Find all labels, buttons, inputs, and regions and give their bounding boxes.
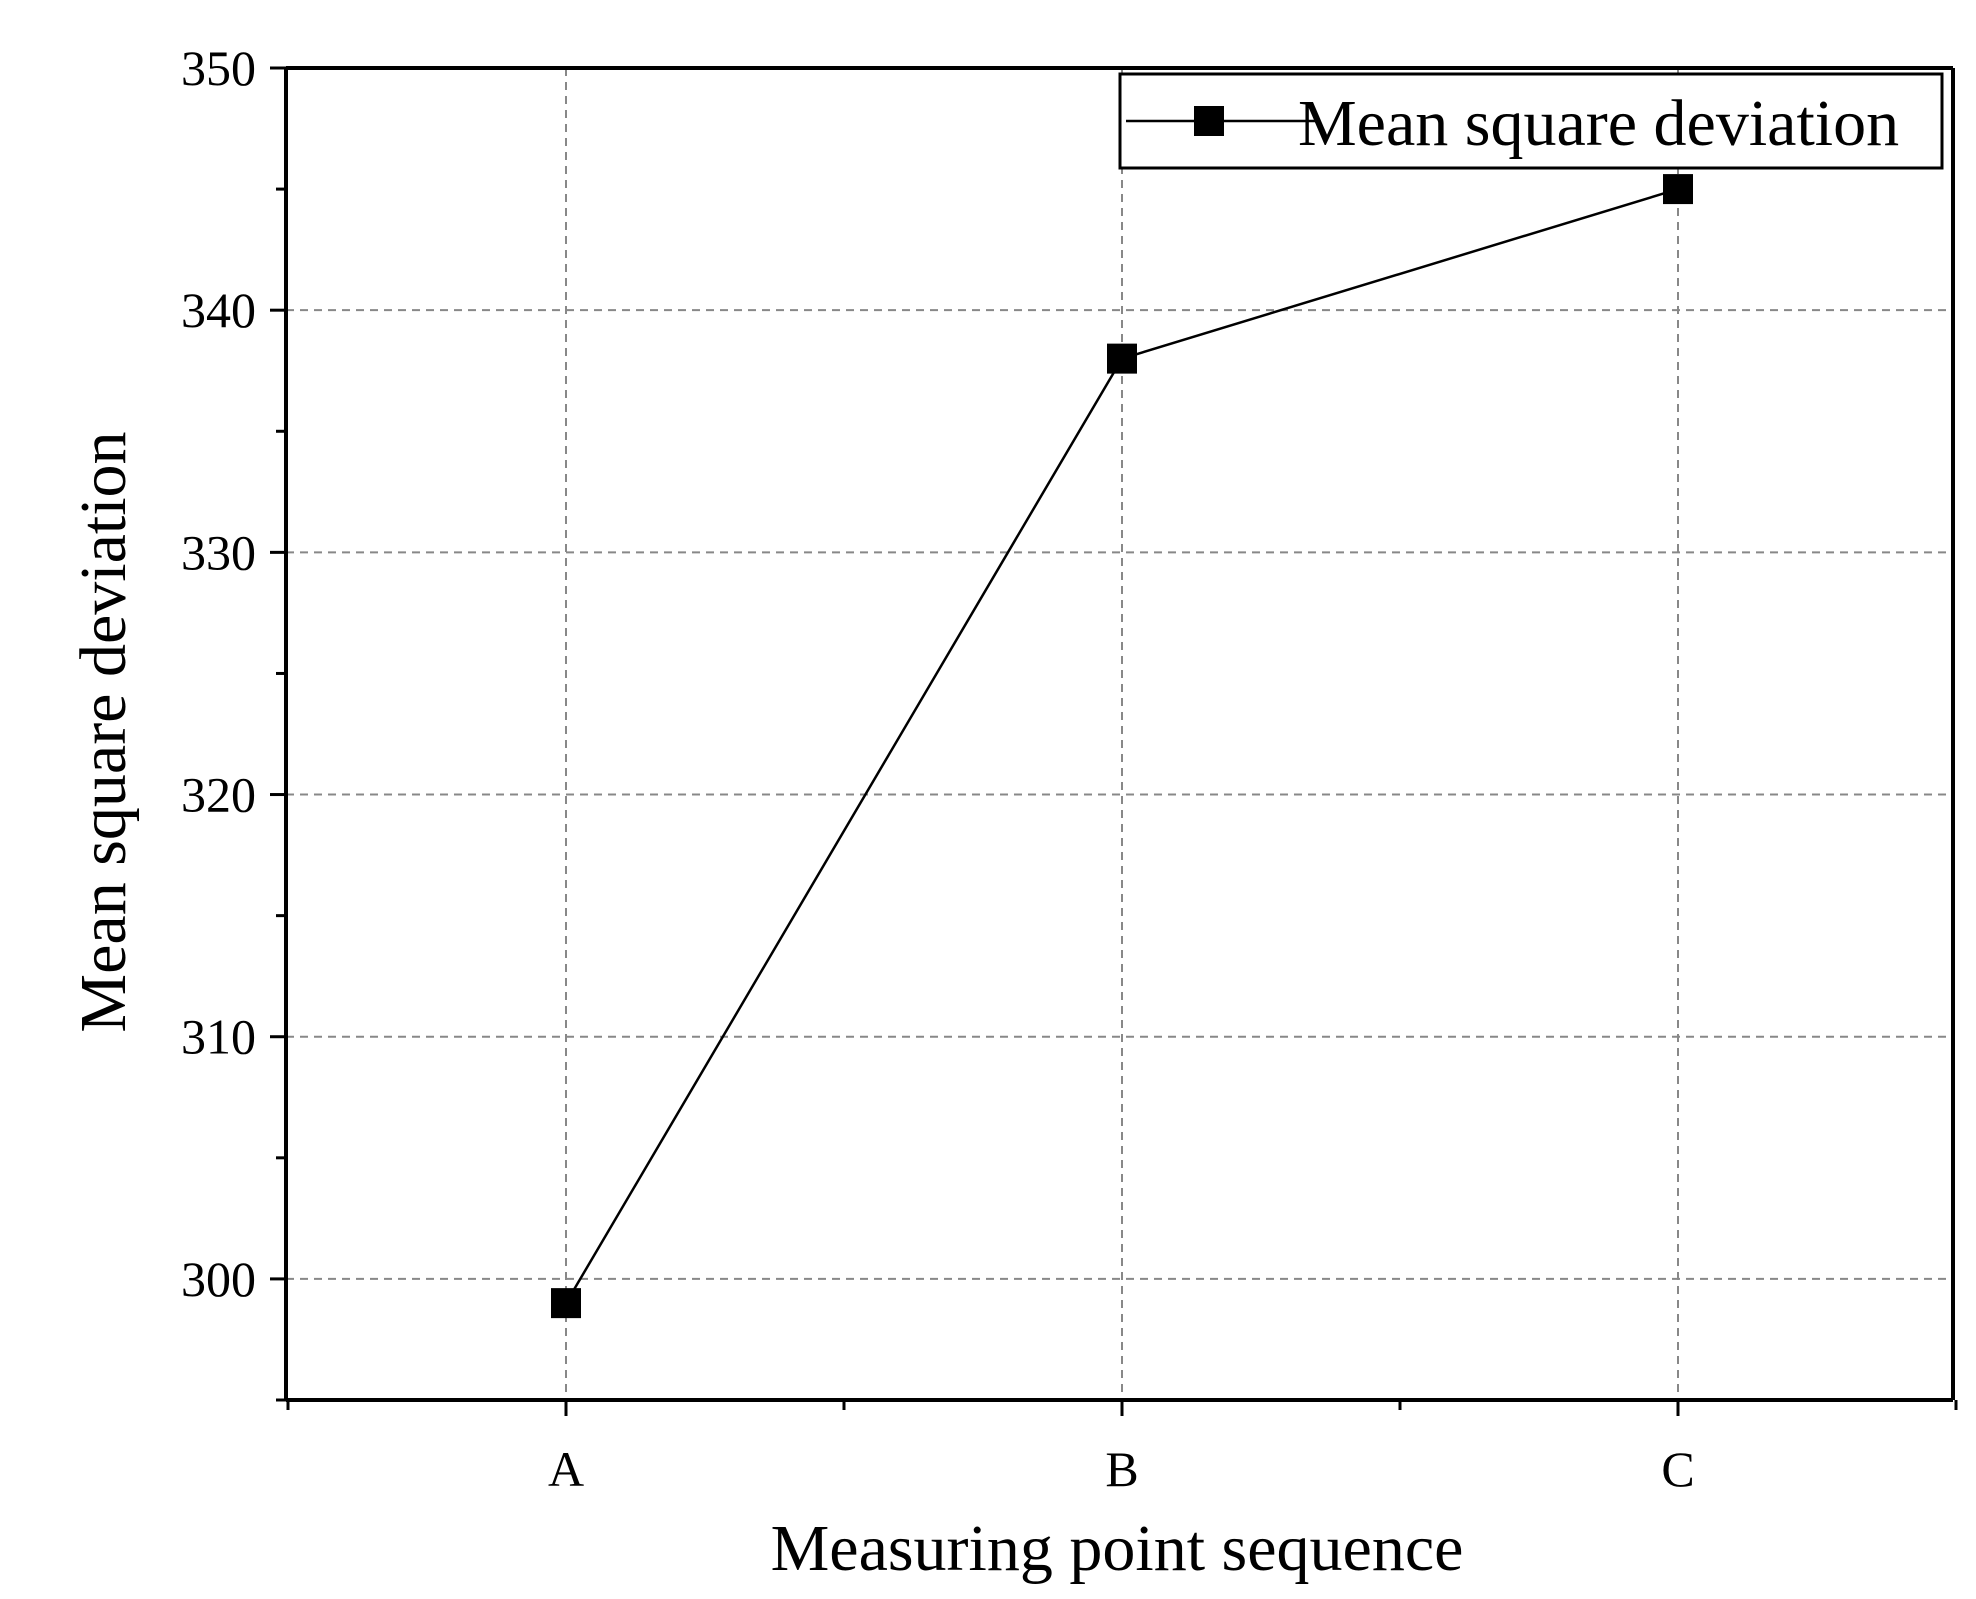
legend: Mean square deviation [1118,72,1944,170]
data-point-marker [1107,343,1137,374]
series-group [551,174,1693,1319]
legend-marker [1194,106,1224,136]
y-axis-title: Mean square deviation [67,431,140,1032]
legend-label: Mean square deviation [1298,87,1899,160]
y-tick-label: 350 [181,40,256,96]
y-tick-label: 330 [181,524,256,580]
y-tick-label: 310 [181,1009,256,1065]
tick-labels: 300 310 320 330 340 350 A B C [181,40,1695,1497]
grid-lines [286,68,1953,1400]
axes [270,66,1958,1416]
x-tick-label: A [548,1441,584,1497]
x-tick-label: C [1661,1441,1694,1497]
y-tick-label: 340 [181,282,256,338]
data-point-marker [1663,174,1693,205]
x-tick-label: B [1105,1441,1138,1497]
data-point-marker [551,1288,581,1319]
y-tick-label: 320 [181,767,256,823]
x-axis-title: Measuring point sequence [771,1512,1464,1585]
y-tick-label: 300 [181,1251,256,1307]
